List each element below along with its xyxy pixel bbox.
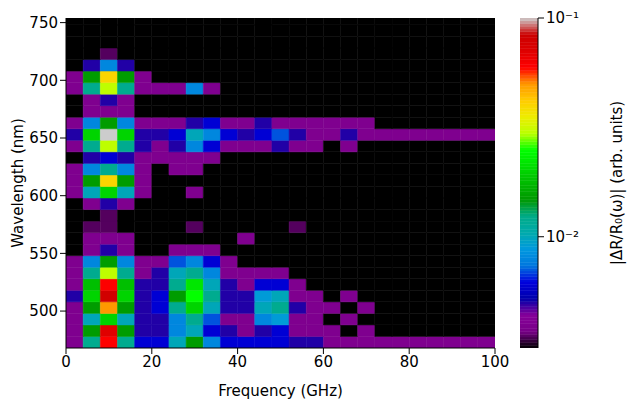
svg-text:600: 600 [29,187,58,205]
svg-text:650: 650 [29,129,58,147]
svg-text:60: 60 [314,353,333,371]
svg-text:10⁻¹: 10⁻¹ [546,9,579,27]
svg-text:750: 750 [29,14,58,32]
svg-text:20: 20 [142,353,161,371]
svg-text:|ΔR/R₀(ω)| (arb. units): |ΔR/R₀(ω)| (arb. units) [608,101,626,265]
svg-text:80: 80 [400,353,419,371]
svg-text:100: 100 [481,353,510,371]
svg-text:500: 500 [29,302,58,320]
svg-text:0: 0 [61,353,71,371]
svg-text:Wavelength (nm): Wavelength (nm) [9,118,27,248]
svg-text:40: 40 [228,353,247,371]
svg-text:700: 700 [29,72,58,90]
svg-text:550: 550 [29,245,58,263]
svg-text:Frequency (GHz): Frequency (GHz) [218,382,343,400]
svg-text:10⁻²: 10⁻² [546,228,579,246]
